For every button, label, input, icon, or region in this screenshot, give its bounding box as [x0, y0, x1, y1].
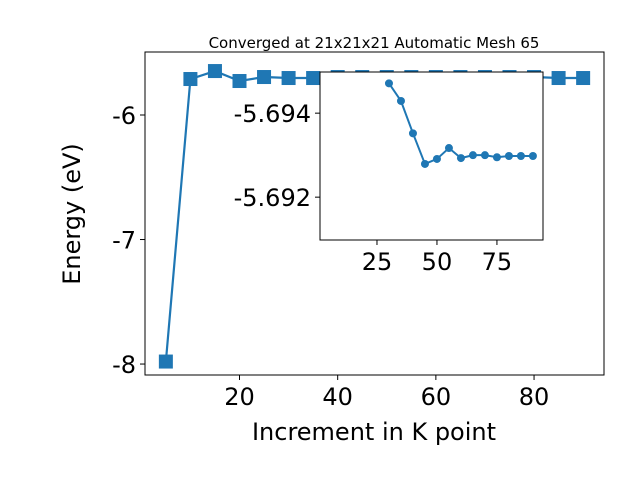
x-tick-label: 25 — [362, 248, 393, 276]
x-tick-label: 60 — [421, 383, 452, 411]
data-point — [504, 152, 513, 160]
data-point — [576, 71, 591, 86]
data-point — [384, 79, 393, 88]
data-point — [480, 151, 489, 160]
data-point — [456, 154, 465, 163]
x-tick-label: 20 — [224, 383, 255, 411]
data-point — [281, 71, 296, 86]
data-point — [408, 129, 417, 138]
x-axis-label: Increment in K point — [252, 418, 496, 446]
data-point — [528, 152, 537, 160]
x-tick-label: 80 — [519, 383, 550, 411]
data-point — [396, 96, 405, 105]
data-point — [516, 152, 525, 160]
y-tick-label: -5.692 — [234, 184, 311, 212]
data-point — [551, 71, 566, 86]
y-tick-label: -6 — [112, 102, 136, 130]
data-point — [432, 154, 441, 163]
data-point — [257, 70, 272, 85]
data-point — [492, 153, 501, 162]
data-point — [444, 144, 453, 153]
data-point — [468, 151, 477, 160]
plot-group — [384, 79, 537, 168]
data-point — [183, 72, 198, 87]
data-point — [232, 74, 247, 89]
plot-frame — [319, 71, 544, 241]
chart-title: Converged at 21x21x21 Automatic Mesh 65 — [209, 34, 540, 52]
y-tick-label: -7 — [112, 227, 136, 255]
data-point — [420, 159, 429, 168]
x-tick-label: 40 — [322, 383, 353, 411]
data-point — [207, 64, 222, 79]
y-tick-label: -5.694 — [234, 100, 311, 128]
data-point — [158, 354, 173, 369]
x-tick-label: 75 — [482, 248, 513, 276]
data-point — [306, 71, 321, 86]
plot-frame — [144, 51, 605, 376]
y-tick-label: -8 — [112, 351, 136, 379]
x-tick-label: 50 — [422, 248, 453, 276]
y-axis-label: Energy (eV) — [58, 143, 86, 285]
